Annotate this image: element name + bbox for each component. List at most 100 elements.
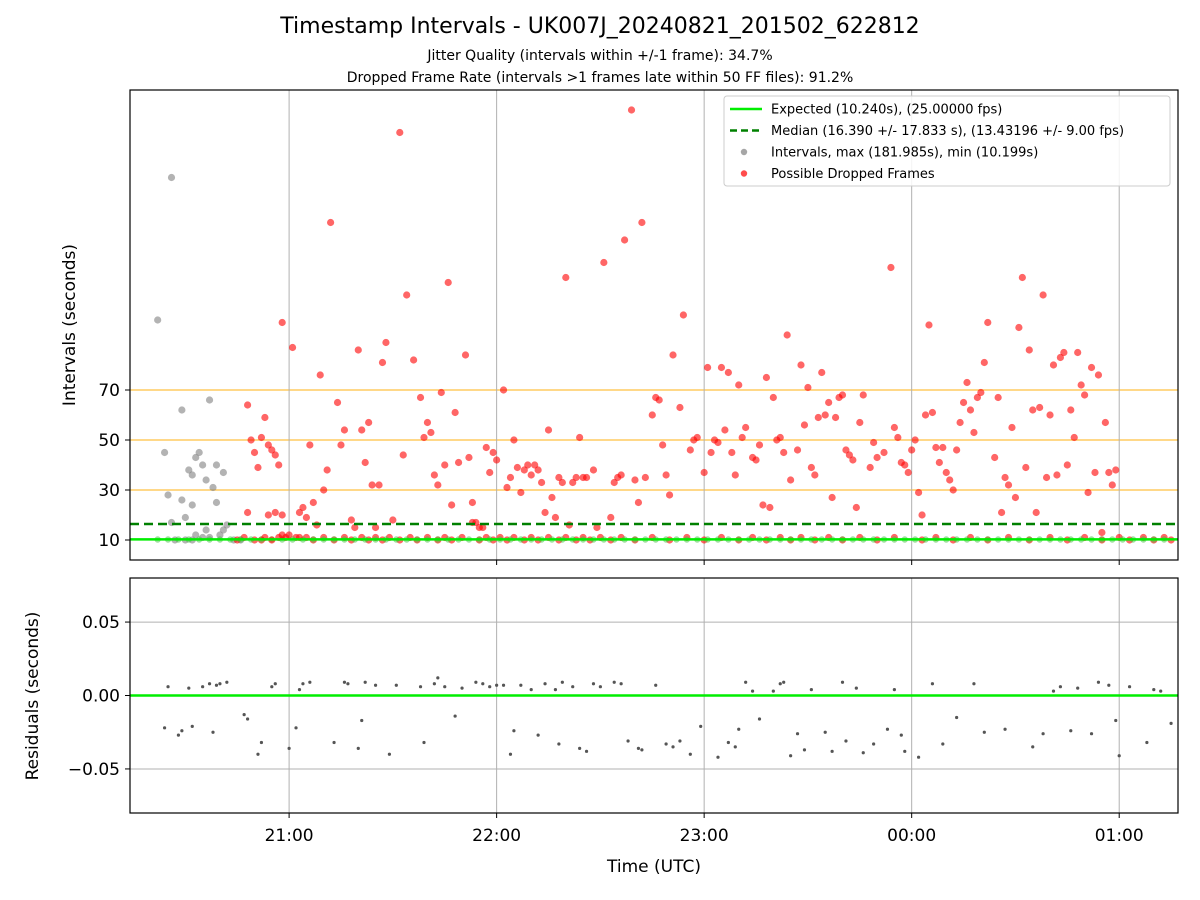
residual-point bbox=[201, 685, 205, 689]
dropped-frame-point bbox=[800, 421, 809, 429]
dropped-frame-point bbox=[396, 128, 404, 137]
legend-label: Expected (10.240s), (25.00000 fps) bbox=[771, 103, 1002, 118]
dropped-frame-point bbox=[873, 453, 881, 462]
residual-point bbox=[560, 680, 564, 684]
residual-point bbox=[955, 715, 959, 720]
dropped-frame-point bbox=[928, 408, 937, 417]
dropped-frame-point bbox=[555, 473, 563, 482]
legend-dropped-swatch bbox=[740, 170, 748, 177]
dropped-frame-point bbox=[1087, 363, 1096, 372]
dropped-frame-point bbox=[1112, 466, 1120, 474]
dropped-frame-point bbox=[787, 476, 795, 484]
dropped-frame-point bbox=[994, 393, 1002, 402]
dropped-frame-point bbox=[264, 441, 272, 449]
residual-point bbox=[1114, 718, 1118, 723]
dropped-frame-point bbox=[264, 511, 272, 519]
dropped-frame-point bbox=[1042, 473, 1051, 482]
x-tick-label-00:00: 00:00 bbox=[887, 826, 936, 846]
residual-point bbox=[218, 682, 222, 686]
residual-point bbox=[287, 746, 291, 750]
residual-point bbox=[346, 682, 350, 686]
residual-point bbox=[1096, 680, 1101, 684]
dropped-frame-point bbox=[1091, 468, 1099, 477]
dropped-frame-point bbox=[582, 473, 591, 482]
dropped-frame-point bbox=[254, 463, 262, 472]
dropped-frame-point bbox=[842, 446, 850, 454]
dropped-frame-point bbox=[430, 471, 438, 479]
residual-point bbox=[1152, 688, 1156, 692]
dropped-frame-point bbox=[1001, 473, 1009, 482]
residual-point bbox=[795, 732, 800, 736]
residual-point bbox=[443, 685, 447, 689]
dropped-frame-point bbox=[845, 451, 854, 459]
interval-point bbox=[219, 526, 227, 534]
residual-point bbox=[256, 752, 260, 756]
dropped-frame-point bbox=[600, 258, 608, 267]
residual-point bbox=[519, 683, 523, 687]
dropped-frame-point bbox=[527, 471, 535, 479]
dropped-frame-point bbox=[1036, 403, 1044, 412]
dropped-frame-point bbox=[503, 483, 511, 492]
dropped-frame-point bbox=[752, 456, 760, 464]
dropped-frame-point bbox=[911, 436, 919, 444]
residual-point bbox=[619, 682, 623, 686]
dropped-frame-point bbox=[859, 391, 867, 399]
residual-point bbox=[557, 742, 561, 746]
dropped-frame-point bbox=[482, 443, 490, 452]
dropped-frame-point bbox=[1084, 488, 1092, 497]
residual-point bbox=[273, 682, 277, 686]
dropped-frame-point bbox=[921, 411, 930, 419]
dropped-frame-point bbox=[506, 473, 515, 482]
top-y-axis-label: Intervals (seconds) bbox=[60, 244, 80, 406]
residual-point bbox=[508, 752, 513, 756]
dropped-frame-point bbox=[371, 523, 380, 532]
residual-point bbox=[1127, 685, 1132, 689]
residual-point bbox=[778, 682, 782, 686]
residual-point bbox=[757, 717, 762, 721]
dropped-frame-point bbox=[517, 488, 525, 497]
residual-point bbox=[789, 754, 793, 758]
top-plot-frame bbox=[129, 89, 1179, 561]
dropped-frame-point bbox=[908, 446, 916, 454]
dropped-frame-point bbox=[347, 516, 355, 524]
dropped-frame-point bbox=[755, 441, 764, 449]
residual-point bbox=[332, 740, 336, 745]
dropped-frame-point bbox=[918, 511, 926, 519]
residual-point bbox=[654, 683, 658, 687]
residual-point bbox=[512, 729, 516, 733]
dropped-frame-point bbox=[444, 278, 452, 287]
residual-point bbox=[214, 683, 219, 687]
dropped-frame-point bbox=[659, 441, 667, 449]
residual-point bbox=[591, 682, 596, 686]
dropped-frame-point bbox=[700, 468, 708, 477]
dropped-frame-point bbox=[323, 466, 331, 474]
dropped-frame-point bbox=[617, 471, 625, 479]
residual-point bbox=[342, 680, 347, 684]
dropped-frame-point bbox=[648, 411, 656, 419]
dropped-frame-point bbox=[1056, 353, 1065, 362]
dropped-frame-point bbox=[821, 411, 829, 419]
residual-point bbox=[474, 680, 478, 684]
residual-point bbox=[495, 683, 499, 687]
dropped-frame-point bbox=[302, 513, 310, 522]
residual-point bbox=[854, 686, 858, 690]
dropped-frame-point bbox=[759, 501, 767, 509]
dropped-frame-point bbox=[942, 468, 950, 477]
dropped-frame-point bbox=[901, 461, 909, 469]
residual-point bbox=[899, 733, 903, 737]
dropped-frame-point bbox=[548, 493, 556, 502]
dropped-frame-point bbox=[814, 413, 822, 422]
legend-box bbox=[723, 95, 1171, 187]
dropped-frame-point bbox=[880, 448, 888, 457]
residual-point bbox=[885, 727, 890, 731]
residual-point bbox=[360, 718, 364, 723]
x-axis-label: Time (UTC) bbox=[606, 857, 701, 877]
dropped-frame-point bbox=[807, 463, 815, 472]
residual-point bbox=[916, 755, 921, 759]
dropped-frame-point bbox=[537, 478, 546, 487]
dropped-frame-point bbox=[963, 378, 971, 387]
dropped-frame-point bbox=[268, 446, 276, 454]
residual-point bbox=[1003, 727, 1007, 731]
dropped-frame-point bbox=[358, 426, 366, 434]
x-tick-label-01:00: 01:00 bbox=[1095, 826, 1144, 846]
